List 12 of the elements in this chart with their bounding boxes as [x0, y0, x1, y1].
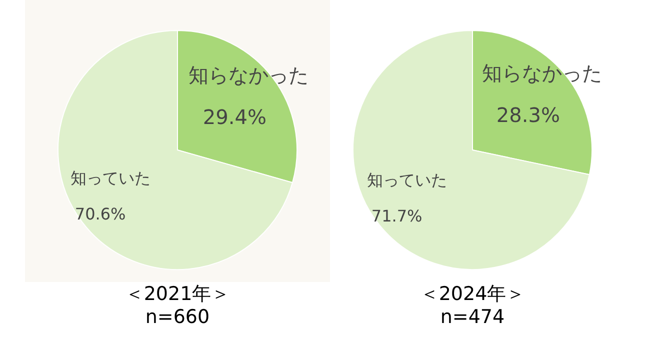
text: ＜2024年＞: [418, 283, 526, 306]
data-label: 71.7%: [371, 206, 422, 226]
data-label: 29.4%: [202, 104, 266, 129]
slice-label: 知らなかった: [482, 61, 602, 86]
text: ＜2021年＞: [124, 283, 232, 306]
text: n=474: [439, 306, 506, 329]
slice-label: 知っていた: [366, 170, 447, 190]
data-label: 28.3%: [496, 103, 560, 128]
text: n=660: [144, 306, 211, 329]
slice-label: 知っていた: [70, 168, 150, 188]
data-label: 70.6%: [74, 204, 126, 224]
slice-label: 知らなかった: [188, 62, 309, 87]
